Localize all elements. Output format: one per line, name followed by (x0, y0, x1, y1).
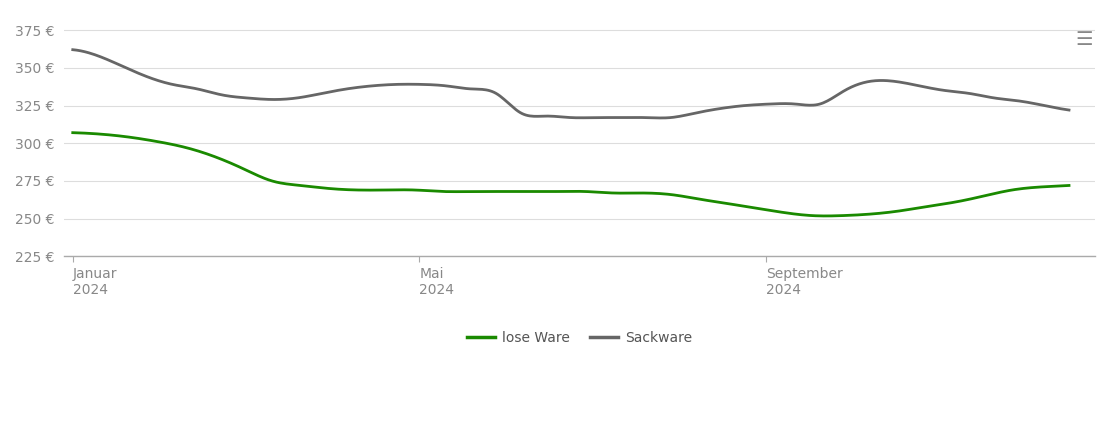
Legend: lose Ware, Sackware: lose Ware, Sackware (462, 326, 698, 351)
Text: ☰: ☰ (1076, 30, 1093, 49)
